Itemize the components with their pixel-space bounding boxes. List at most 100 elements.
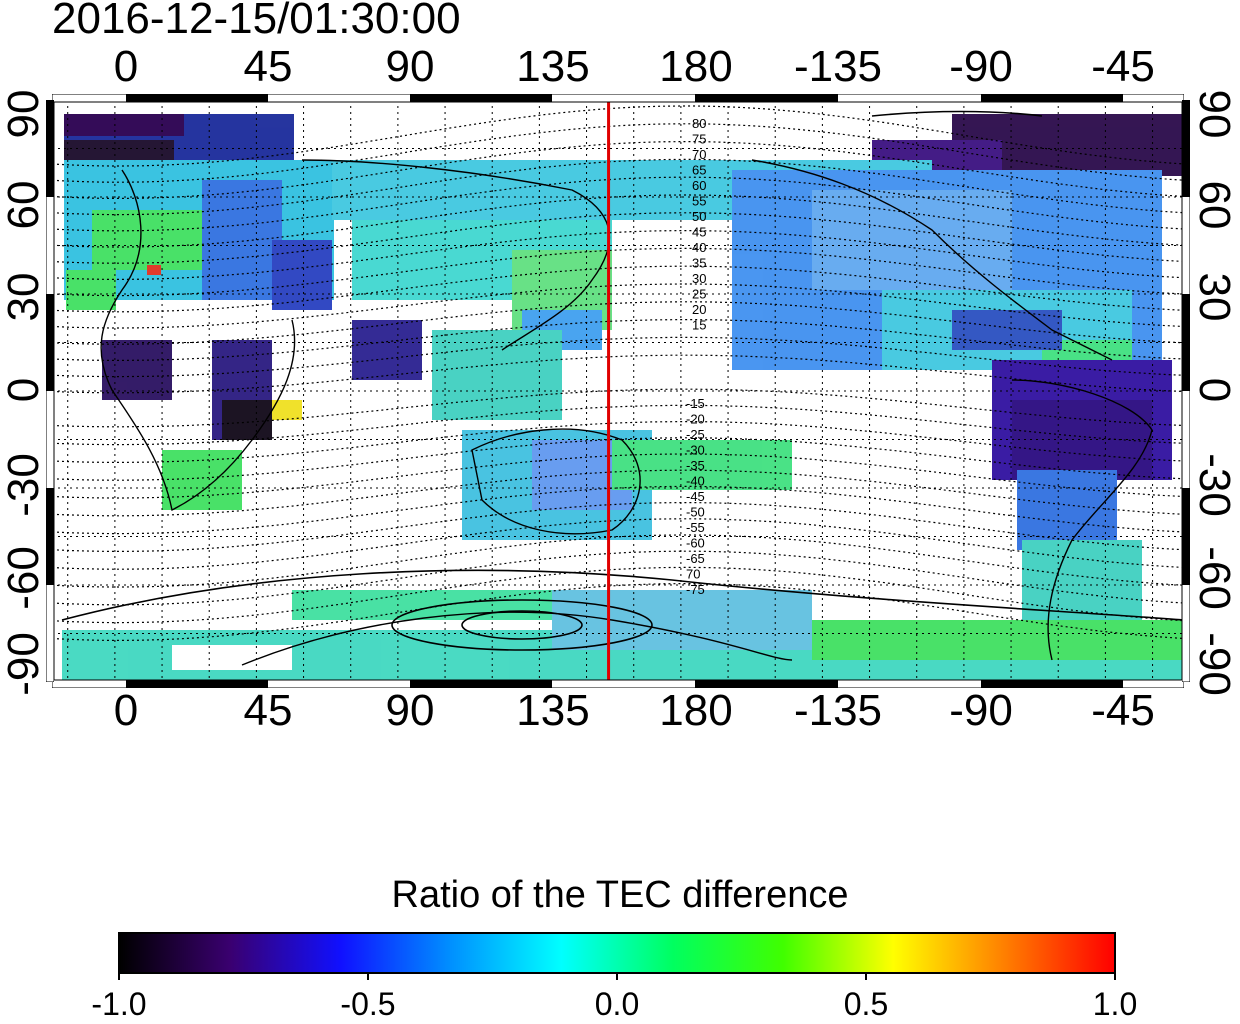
colorbar-tick-label: -0.5: [340, 986, 396, 1022]
contour-label: -75: [686, 582, 705, 597]
top-lon-label: -135: [793, 42, 883, 91]
tec-patch: [292, 590, 552, 620]
contour-label: 35: [692, 256, 706, 271]
magnetic-contour: [52, 469, 1183, 517]
left-lat-label: 90: [0, 89, 48, 139]
tec-patch: [66, 270, 116, 310]
tec-patch: [147, 265, 161, 275]
contour-label: 45: [692, 225, 706, 240]
southern-solid-contours: [61, 110, 1184, 651]
contour-label: 70: [692, 147, 706, 162]
left-lat-label: 60: [0, 180, 48, 230]
magnetic-contour: [52, 388, 1183, 428]
bottom-lon-label: 90: [385, 686, 435, 735]
right-lat-label: 30: [1190, 272, 1239, 322]
magnetic-contour: [52, 404, 1183, 446]
right-lat-label: -30: [1190, 453, 1239, 517]
right-lat-label: -60: [1190, 546, 1239, 610]
tec-world-map: 8075706560555045403530252015-15-20-25-30…: [52, 100, 1184, 682]
contour-label: -30: [686, 443, 705, 458]
magnetic-contour: [52, 194, 1183, 248]
magnetic-contour: [52, 301, 1183, 345]
right-lat-label: 0: [1190, 377, 1239, 403]
colorbar-tick-label: 1.0: [1092, 986, 1138, 1022]
colorbar-gradient: [118, 932, 1116, 974]
tec-data-layer: [62, 114, 1184, 682]
magnetic-contours: [52, 105, 1183, 641]
contour-label: 25: [692, 287, 706, 302]
contour-label-group: 8075706560555045403530252015-15-20-25-30…: [686, 116, 706, 597]
contour-label: -20: [686, 412, 705, 427]
magnetic-contour: [52, 247, 1183, 297]
top-lon-label: 90: [385, 42, 435, 91]
bottom-lon-label: 0: [113, 686, 139, 735]
contour-label: 15: [692, 318, 706, 333]
magnetic-contour: [52, 534, 1183, 588]
magnetic-contour: [52, 354, 1183, 394]
magnetic-contour: [52, 283, 1183, 329]
contour-label: -65: [686, 551, 705, 566]
tec-patch: [432, 330, 562, 420]
right-lat-label: 60: [1190, 180, 1239, 230]
tec-patch: [102, 340, 172, 400]
tec-patch: [812, 620, 1184, 660]
right-lat-label: 90: [1190, 89, 1239, 139]
magnetic-contour: [52, 336, 1183, 378]
tec-patch: [162, 450, 242, 510]
magnetic-contour: [52, 176, 1183, 232]
top-lon-label: 135: [516, 42, 590, 91]
left-lat-label: -30: [0, 453, 48, 517]
tec-patch: [552, 590, 812, 650]
magnetic-contour: [52, 550, 1183, 606]
contour-label: 20: [692, 302, 706, 317]
magnetic-contour: [52, 502, 1183, 552]
coastlines: [100, 159, 1153, 666]
bottom-lon-label: 135: [516, 686, 590, 735]
bottom-lon-label: -135: [793, 686, 883, 735]
tec-patch: [612, 440, 792, 490]
bottom-lon-label: 180: [659, 686, 733, 735]
tec-patch: [222, 400, 272, 440]
contour-label: 40: [692, 240, 706, 255]
contour-label: 55: [692, 194, 706, 209]
tec-patch: [1012, 400, 1152, 480]
left-tick-strip: [46, 100, 54, 682]
tec-patch: [352, 320, 422, 380]
magnetic-contour: [52, 485, 1183, 535]
colorbar-tick-label: 0.0: [594, 986, 640, 1022]
magnetic-contour: [52, 437, 1183, 481]
graticule-grid: [52, 100, 1184, 682]
contour-label: -60: [686, 536, 705, 551]
right-tick-strip: [1182, 100, 1190, 682]
contour-label: -25: [686, 427, 705, 442]
contour-label: 50: [692, 209, 706, 224]
tec-patch: [202, 180, 282, 300]
left-lat-label: -90: [0, 632, 48, 696]
contour-label: 75: [692, 132, 706, 147]
colorbar-title: Ratio of the TEC difference: [391, 874, 849, 916]
top-lon-label: 45: [243, 42, 293, 91]
bottom-lon-label: -90: [949, 686, 1013, 735]
top-lon-label: -45: [1091, 42, 1155, 91]
colorbar-tick-label: 0.5: [843, 986, 889, 1022]
magnetic-contour: [52, 421, 1183, 463]
magnetic-contour: [52, 566, 1183, 624]
contour-label: -35: [686, 458, 705, 473]
magnetic-contour: [52, 265, 1183, 313]
magnetic-contour: [52, 453, 1183, 499]
left-lat-label: 30: [0, 272, 48, 322]
contour-label: -50: [686, 505, 705, 520]
top-lon-label: 0: [113, 42, 139, 91]
contour-label: -15: [686, 396, 705, 411]
tec-patch: [1017, 470, 1117, 550]
bottom-lon-label: -45: [1091, 686, 1155, 735]
top-lon-label: -90: [949, 42, 1013, 91]
magnetic-contour: [52, 158, 1183, 216]
tec-gap: [172, 645, 292, 670]
magnetic-contour: [52, 230, 1183, 280]
magnetic-contour: [52, 212, 1183, 264]
magnetic-contour: [52, 518, 1183, 570]
contour-label: 80: [692, 116, 706, 131]
contour-label: -55: [686, 520, 705, 535]
contour-label: 30: [692, 271, 706, 286]
